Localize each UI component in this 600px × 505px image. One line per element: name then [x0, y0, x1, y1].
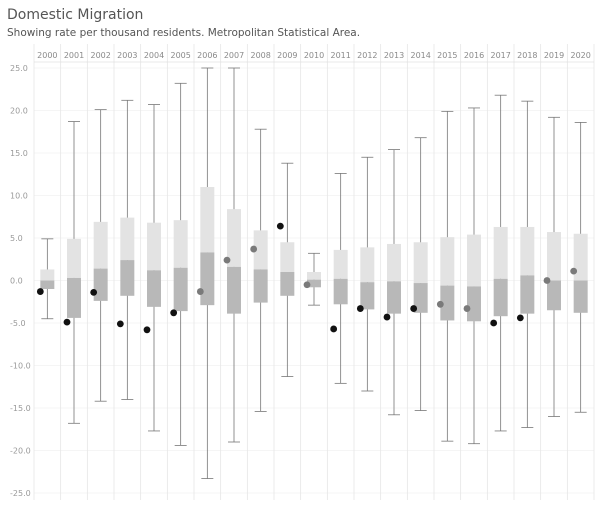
- data-point: [516, 314, 524, 322]
- category-label: 2019: [544, 51, 564, 60]
- box-lower: [413, 283, 428, 313]
- box-lower: [280, 272, 295, 296]
- box-upper: [547, 232, 561, 281]
- category-label: 2003: [117, 51, 137, 60]
- category-label: 2012: [357, 51, 377, 60]
- box-lower: [547, 280, 561, 311]
- data-point: [116, 320, 124, 328]
- category-label: 2008: [250, 51, 270, 60]
- box-upper: [173, 220, 188, 268]
- box-lower: [467, 286, 481, 322]
- box-upper: [147, 222, 161, 271]
- box-lower: [147, 270, 161, 307]
- category-label: 2004: [144, 51, 164, 60]
- category-label: 2000: [37, 51, 57, 60]
- box-lower: [93, 268, 108, 301]
- box-upper: [413, 242, 428, 284]
- y-tick-label: -15.0: [10, 404, 31, 413]
- box-upper: [200, 187, 215, 253]
- data-point: [330, 325, 338, 333]
- data-point: [196, 288, 204, 295]
- box-upper: [387, 243, 401, 282]
- box-upper: [360, 247, 375, 283]
- data-point: [223, 256, 231, 264]
- data-point: [170, 309, 178, 317]
- category-label: 2011: [330, 51, 350, 60]
- box-lower: [253, 269, 268, 303]
- box-upper: [227, 209, 241, 267]
- data-point: [250, 245, 258, 253]
- category-label: 2020: [570, 51, 590, 60]
- box-lower: [573, 280, 588, 313]
- data-point: [410, 305, 418, 312]
- y-tick-label: 20.0: [10, 107, 28, 116]
- data-point: [63, 318, 71, 326]
- y-tick-label: -20.0: [10, 447, 31, 456]
- box-lower: [227, 266, 241, 314]
- box-lower: [493, 278, 508, 317]
- category-label: 2005: [170, 51, 190, 60]
- data-point: [143, 326, 151, 334]
- box-upper: [280, 242, 295, 272]
- data-point: [383, 313, 391, 321]
- box-lower: [387, 281, 401, 314]
- chart-title: Domestic Migration: [7, 7, 144, 23]
- box-upper: [67, 238, 81, 278]
- box-lower: [67, 277, 81, 318]
- box-upper: [307, 272, 321, 280]
- y-tick-label: 10.0: [10, 192, 28, 201]
- y-tick-label: -25.0: [10, 489, 31, 498]
- category-label: 2007: [224, 51, 244, 60]
- box-lower: [40, 280, 55, 289]
- category-label: 2017: [490, 51, 510, 60]
- category-label: 2015: [437, 51, 457, 60]
- y-tick-label: -5.0: [10, 319, 26, 328]
- box-upper: [573, 233, 588, 281]
- box-lower: [173, 267, 188, 312]
- box-upper: [467, 234, 481, 287]
- data-point: [303, 281, 311, 289]
- box-upper: [93, 221, 108, 269]
- y-tick-label: 25.0: [10, 64, 28, 73]
- box-upper: [520, 226, 535, 276]
- data-point: [543, 277, 551, 284]
- data-point: [463, 305, 471, 312]
- data-point: [490, 319, 498, 327]
- box-upper: [120, 217, 135, 261]
- box-lower: [520, 275, 535, 314]
- box-upper: [440, 237, 455, 286]
- box-lower: [120, 260, 135, 296]
- data-point: [276, 222, 284, 230]
- box-upper: [253, 230, 268, 270]
- box-lower: [333, 278, 348, 305]
- chart-subtitle: Showing rate per thousand residents. Met…: [7, 27, 361, 39]
- category-label: 2002: [90, 51, 110, 60]
- y-tick-label: 5.0: [10, 234, 23, 243]
- category-label: 2018: [517, 51, 537, 60]
- category-label: 2010: [304, 51, 324, 60]
- y-tick-label: 0.0: [10, 277, 23, 286]
- category-label: 2014: [410, 51, 430, 60]
- box-upper: [40, 269, 55, 281]
- box-lower: [440, 285, 455, 321]
- category-label: 2016: [464, 51, 484, 60]
- category-label: 2006: [197, 51, 217, 60]
- data-point: [90, 289, 98, 296]
- data-point: [570, 267, 578, 275]
- category-label: 2001: [64, 51, 84, 60]
- y-tick-label: 15.0: [10, 149, 28, 158]
- box-lower: [307, 279, 321, 288]
- category-label: 2013: [384, 51, 404, 60]
- box-upper: [333, 249, 348, 279]
- data-point: [356, 305, 364, 312]
- data-point: [36, 288, 44, 295]
- box-upper: [493, 226, 508, 279]
- category-label: 2009: [277, 51, 297, 60]
- data-point: [436, 300, 444, 308]
- box-lower: [200, 252, 215, 306]
- y-tick-label: -10.0: [10, 362, 31, 371]
- box-lower: [360, 282, 375, 310]
